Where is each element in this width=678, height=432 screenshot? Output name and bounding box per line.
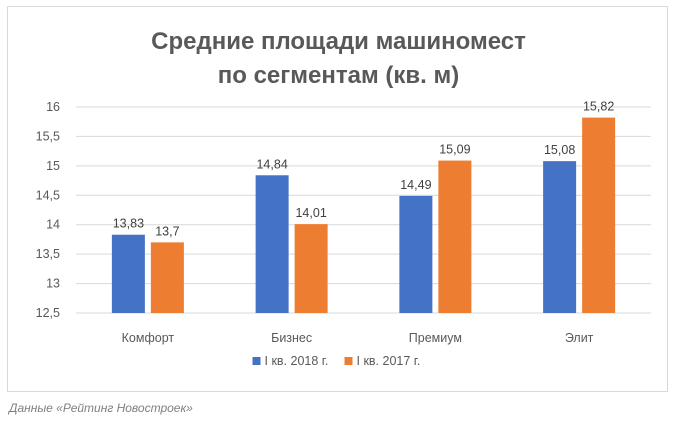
chart-title-line-1: Средние площади машиномест bbox=[151, 28, 526, 55]
bar bbox=[255, 175, 289, 313]
bar bbox=[150, 242, 184, 313]
legend-label: I кв. 2018 г. bbox=[265, 354, 329, 368]
x-tick-label: Премиум bbox=[409, 331, 462, 345]
bar-chart: 12,5 13 13,5 14 14,5 15 15,5 16 13,83 13,7 Комфорт… bbox=[36, 100, 651, 368]
legend-swatch bbox=[344, 357, 353, 365]
chart-title-line-2: по сегментам (кв. м) bbox=[217, 62, 460, 89]
y-tick-label: 12,5 bbox=[36, 306, 60, 320]
legend-swatch bbox=[252, 357, 261, 365]
bar bbox=[543, 161, 577, 313]
data-label: 13,7 bbox=[155, 224, 179, 238]
y-tick-label: 14 bbox=[46, 218, 60, 232]
data-label: 15,09 bbox=[439, 143, 470, 157]
y-tick-label: 13 bbox=[46, 277, 60, 291]
data-label: 13,83 bbox=[113, 217, 144, 231]
y-tick-label: 15,5 bbox=[36, 129, 60, 143]
x-tick-label: Бизнес bbox=[271, 331, 312, 345]
source-caption: Данные «Рейтинг Новостроек» bbox=[9, 401, 193, 415]
x-tick-label: Комфорт bbox=[122, 331, 175, 345]
bar bbox=[582, 117, 616, 313]
bar bbox=[294, 224, 328, 313]
bar bbox=[399, 195, 433, 313]
data-label: 15,08 bbox=[544, 143, 575, 157]
y-tick-label: 13,5 bbox=[36, 247, 60, 261]
data-label: 14,84 bbox=[256, 157, 287, 171]
bar bbox=[438, 160, 472, 313]
legend-label: I кв. 2017 г. bbox=[357, 354, 421, 368]
y-tick-label: 14,5 bbox=[36, 188, 60, 202]
data-label: 14,01 bbox=[295, 206, 326, 220]
y-tick-label: 16 bbox=[46, 100, 60, 114]
y-tick-label: 15 bbox=[46, 159, 60, 173]
chart-title: Средние площади машиномест по сегментам … bbox=[8, 25, 669, 93]
x-tick-label: Элит bbox=[565, 331, 594, 345]
chart-frame: Средние площади машиномест по сегментам … bbox=[7, 6, 668, 392]
data-label: 15,82 bbox=[583, 100, 614, 114]
data-label: 14,49 bbox=[400, 178, 431, 192]
bar bbox=[111, 234, 145, 313]
